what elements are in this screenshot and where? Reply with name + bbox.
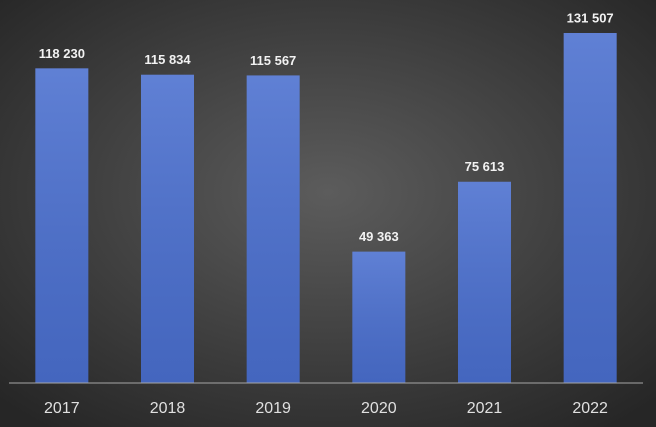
data-label: 115 834 — [144, 52, 191, 67]
x-tick-label: 2019 — [255, 400, 291, 417]
x-tick-label: 2022 — [572, 400, 608, 417]
bar-shade — [35, 68, 89, 383]
data-label: 115 567 — [250, 53, 296, 68]
x-tick-label: 2021 — [467, 400, 503, 417]
data-label: 131 507 — [567, 10, 614, 25]
bar-shade — [246, 75, 300, 384]
bar-shade — [458, 181, 511, 383]
data-label: 75 613 — [465, 159, 505, 174]
data-label: 118 230 — [39, 46, 85, 61]
data-label: 49 363 — [359, 229, 399, 244]
x-tick-label: 2017 — [44, 400, 80, 417]
x-tick-label: 2018 — [150, 400, 186, 417]
x-tick-label: 2020 — [361, 400, 397, 417]
bar-shade — [141, 74, 194, 384]
bar-shade — [352, 251, 406, 383]
bar-shade — [563, 33, 617, 383]
